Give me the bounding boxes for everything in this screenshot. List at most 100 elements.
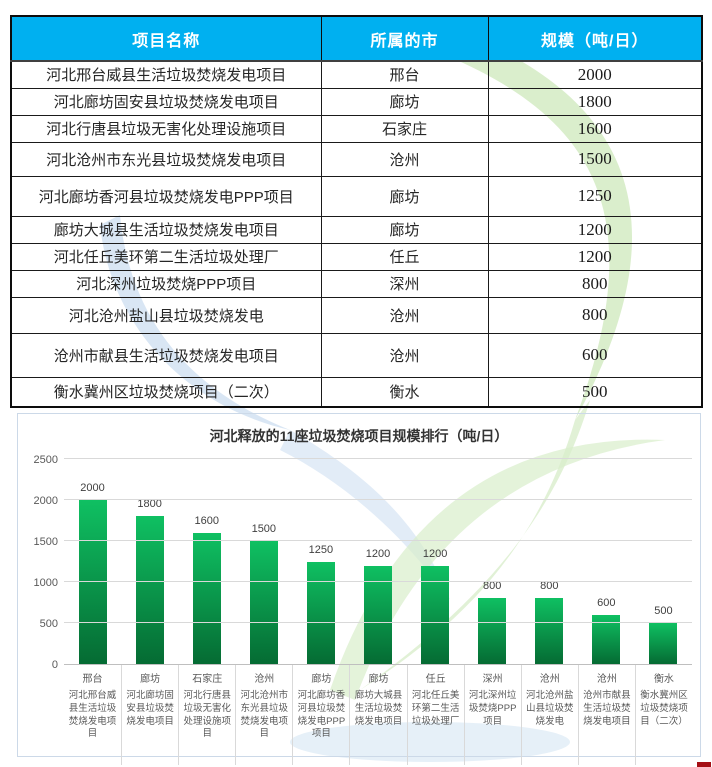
x-category-cell: 深州河北深州垃圾焚烧PPP项目 <box>463 665 521 765</box>
scale-cell: 1800 <box>487 87 703 116</box>
project-name-cell: 河北廊坊固安县垃圾焚烧发电项目 <box>10 87 322 116</box>
x-city-label: 任丘 <box>425 674 446 685</box>
bar-data-label: 800 <box>482 580 502 593</box>
bar-data-label: 1200 <box>422 547 448 560</box>
x-category-cell: 沧州 河北沧州市东光县垃圾焚烧发电项目 <box>235 665 292 765</box>
table-body: 河北邢台威县生活垃圾焚烧发电项目 邢台 2000 河北廊坊固安县垃圾焚烧发电项目 廊坊 1… <box>10 60 703 408</box>
y-tick-label: 0 <box>51 659 58 671</box>
x-category-cell: 沧州河北沧州盐山县垃圾焚烧发电 <box>520 665 578 765</box>
city-cell: 邢台 <box>320 60 489 89</box>
scale-cell: 1200 <box>487 215 703 244</box>
x-category-cell: 石家庄 河北行唐县垃圾无害化处理设施项目 <box>178 665 235 765</box>
chart-title: 河北释放的11座垃圾焚烧项目规模排行（吨/日） <box>209 428 509 444</box>
bar <box>135 516 164 664</box>
project-table: 项目名称 所属的市 规模（吨/日） 河北邢台威县生活垃圾焚烧发电项目 邢台 2000… <box>10 15 703 408</box>
city-cell: 廊坊 <box>320 215 489 244</box>
bar-data-label: 600 <box>597 596 616 609</box>
y-tick-label: 500 <box>39 618 58 630</box>
bar <box>192 532 221 664</box>
y-tick-label: 2500 <box>33 454 58 466</box>
bar-data-label: 1250 <box>308 543 334 556</box>
x-city-label: 沧州 <box>539 674 560 685</box>
gridline <box>64 499 692 500</box>
bar-column: 2000 <box>64 460 121 664</box>
project-name-cell: 河北沧州市东光县垃圾焚烧发电项目 <box>10 141 322 177</box>
scale-cell: 2000 <box>487 60 703 89</box>
table-row: 河北沧州盐山县垃圾焚烧发电 沧州 800 <box>10 296 703 334</box>
x-project-label: 衡水冀州区垃圾焚烧项目（二次） <box>640 690 688 727</box>
x-project-label: 河北邢台威县生活垃圾焚烧发电项目 <box>68 690 117 740</box>
x-category-cell: 沧州沧州市献县生活垃圾焚烧发电项目 <box>577 665 635 765</box>
plot-area: 2000 1800 1600 1500 1250 1200 1200 800 800 600 500 <box>64 458 692 665</box>
x-city-label: 沧州 <box>254 674 275 685</box>
x-axis-labels: 邢台 河北邢台威县生活垃圾焚烧发电项目 廊坊 河北廊坊固安县垃圾焚烧发电项目 石家庄 河北… <box>64 665 692 765</box>
bars-grid: 2000 1800 1600 1500 1250 1200 1200 800 800 600 500 <box>64 460 692 664</box>
table-row: 衡水冀州区垃圾焚烧项目（二次） 衡水 500 <box>10 376 703 408</box>
project-name-cell: 河北深州垃圾焚烧PPP项目 <box>10 269 322 298</box>
y-tick-label: 1500 <box>33 536 58 548</box>
x-city-label: 石家庄 <box>192 674 223 685</box>
project-name-cell: 廊坊大城县生活垃圾焚烧发电项目 <box>10 215 322 244</box>
gridline <box>64 622 692 623</box>
x-city-label: 廊坊 <box>311 674 332 685</box>
scale-cell: 500 <box>487 376 703 408</box>
project-name-cell: 沧州市献县生活垃圾焚烧发电项目 <box>10 332 322 378</box>
x-project-label: 河北深州垃圾焚烧PPP项目 <box>468 690 517 727</box>
table-row: 沧州市献县生活垃圾焚烧发电项目 沧州 600 <box>10 332 703 378</box>
city-cell: 廊坊 <box>320 87 489 116</box>
x-project-label: 河北沧州盐山县垃圾焚烧发电 <box>526 690 574 727</box>
x-city-label: 衡水 <box>653 674 674 685</box>
city-cell: 沧州 <box>320 332 489 378</box>
project-name-cell: 衡水冀州区垃圾焚烧项目（二次） <box>10 376 322 408</box>
city-cell: 深州 <box>320 269 489 298</box>
bar <box>535 598 564 664</box>
y-tick-label: 1000 <box>33 577 58 589</box>
x-city-label: 邢台 <box>82 674 103 685</box>
table-row: 河北任丘美环第二生活垃圾处理厂 任丘 1200 <box>10 242 703 271</box>
scale-cell: 800 <box>487 269 703 298</box>
bar <box>649 623 678 664</box>
table-header-row: 项目名称 所属的市 规模（吨/日） <box>10 15 703 62</box>
bar-column: 1800 <box>121 460 178 664</box>
table-row: 河北沧州市东光县垃圾焚烧发电项目 沧州 1500 <box>10 141 703 177</box>
project-name-cell: 河北沧州盐山县垃圾焚烧发电 <box>10 296 322 334</box>
bar <box>249 541 278 664</box>
x-city-label: 廊坊 <box>140 674 161 685</box>
bar-column: 1600 <box>178 460 235 664</box>
red-corner-artifact <box>697 762 711 767</box>
table-row: 河北廊坊香河县垃圾焚烧发电PPP项目 廊坊 1250 <box>10 175 703 217</box>
city-cell: 任丘 <box>320 242 489 271</box>
scale-cell: 1500 <box>487 141 703 177</box>
x-project-label: 河北廊坊固安县垃圾焚烧发电项目 <box>126 690 174 727</box>
x-category-cell: 邢台河北邢台威县生活垃圾焚烧发电项目 <box>64 665 121 765</box>
project-name-cell: 河北廊坊香河县垃圾焚烧发电PPP项目 <box>10 175 322 217</box>
x-city-label: 深州 <box>482 674 503 685</box>
table-row: 河北行唐县垃圾无害化处理设施项目 石家庄 1600 <box>10 114 703 143</box>
x-city-label: 沧州 <box>596 674 617 685</box>
header-project-name: 项目名称 <box>10 15 322 62</box>
scale-cell: 1200 <box>487 242 703 271</box>
scale-cell: 600 <box>487 332 703 378</box>
bar-column: 1200 <box>407 460 464 664</box>
x-project-label: 廊坊大城县生活垃圾焚烧发电项目 <box>354 690 403 727</box>
scale-cell: 800 <box>487 296 703 334</box>
bar-data-label: 1200 <box>365 547 391 560</box>
bar-column: 1200 <box>349 460 406 664</box>
y-axis-labels: 0 500 1000 1500 2000 2500 <box>26 454 64 671</box>
gridline <box>64 581 692 582</box>
scale-cell: 1250 <box>487 175 703 217</box>
city-cell: 廊坊 <box>320 175 489 217</box>
x-city-label: 廊坊 <box>368 674 389 685</box>
bar-data-label: 800 <box>540 580 559 593</box>
bar-chart: 河北释放的11座垃圾焚烧项目规模排行（吨/日） 0 500 1000 1500 2000… <box>17 413 701 765</box>
bar-column: 800 <box>464 460 521 664</box>
table-row: 河北邢台威县生活垃圾焚烧发电项目 邢台 2000 <box>10 60 703 89</box>
x-category-cell: 衡水衡水冀州区垃圾焚烧项目（二次） <box>634 665 692 765</box>
x-project-label: 河北廊坊香河县垃圾焚烧发电PPP项目 <box>297 690 346 740</box>
x-project-label: 沧州市献县生活垃圾焚烧发电项目 <box>583 690 631 727</box>
table-row: 廊坊大城县生活垃圾焚烧发电项目 廊坊 1200 <box>10 215 703 244</box>
bar-column: 1500 <box>235 460 292 664</box>
table-row: 河北深州垃圾焚烧PPP项目 深州 800 <box>10 269 703 298</box>
header-city: 所属的市 <box>320 15 489 62</box>
